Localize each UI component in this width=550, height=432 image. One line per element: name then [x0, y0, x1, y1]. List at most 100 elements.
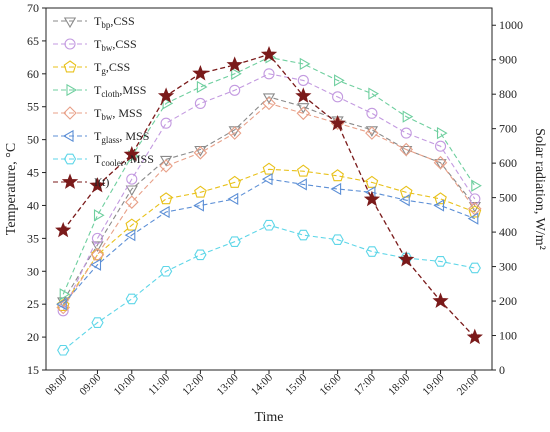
data-point: [365, 246, 379, 257]
data-point: [402, 110, 414, 123]
x-tick-label: 10:00: [112, 371, 139, 398]
data-point: [90, 248, 105, 262]
data-point: [160, 117, 172, 129]
legend-label: Tcooler, MSS: [94, 152, 154, 168]
data-point: [228, 236, 241, 247]
y-right-tick-label: 400: [499, 225, 517, 239]
series-4: [56, 96, 482, 315]
data-point: [296, 106, 311, 121]
legend-marker: [63, 60, 77, 73]
data-point: [194, 249, 207, 261]
y-right-tick-label: 600: [499, 156, 517, 170]
data-point: [331, 234, 344, 245]
data-point: [299, 57, 311, 71]
x-tick-label: 13:00: [215, 371, 242, 398]
data-point: [263, 68, 275, 80]
legend-suffix: ,CSS: [110, 14, 134, 28]
data-point: [260, 45, 278, 62]
data-point: [196, 80, 208, 94]
data-point: [467, 212, 479, 225]
data-point: [468, 201, 482, 216]
legend-item: Tbw, MSS: [53, 106, 142, 122]
legend-subscript: cooler: [101, 158, 124, 168]
x-tick-label: 11:00: [146, 371, 172, 397]
data-point: [193, 199, 204, 212]
legend-label: Tcloth,MSS: [94, 83, 146, 99]
y-right-tick-label: 200: [499, 294, 517, 308]
legend-item: Tcooler, MSS: [53, 152, 154, 168]
data-point: [123, 145, 140, 162]
data-point: [297, 103, 310, 114]
data-point: [334, 74, 345, 87]
data-point: [91, 241, 104, 252]
legend-subscript: cloth: [101, 89, 119, 99]
y-left-tick-label: 55: [27, 100, 39, 114]
data-point: [331, 169, 344, 182]
legend-label: Tbw, MSS: [94, 106, 142, 122]
data-point: [228, 175, 242, 188]
data-point: [262, 219, 276, 231]
series-1: [57, 68, 481, 317]
y-left-tick-label: 35: [27, 231, 39, 245]
y-right-tick-label: 0: [499, 363, 505, 377]
data-point: [159, 159, 173, 173]
data-point: [93, 209, 105, 222]
y-left-tick-label: 15: [27, 363, 39, 377]
data-point: [365, 126, 379, 140]
data-point: [91, 317, 104, 328]
legend-item: Tg,CSS: [53, 60, 130, 76]
legend-item: Tbp,CSS: [53, 14, 135, 30]
data-point: [332, 91, 344, 103]
data-point: [434, 192, 447, 205]
data-point: [57, 305, 69, 317]
data-point: [157, 87, 175, 103]
legend-item: Tglass, MSS: [53, 129, 149, 145]
x-tick-label: 15:00: [283, 371, 310, 398]
data-point: [192, 64, 209, 81]
data-point: [90, 258, 102, 271]
data-point: [89, 177, 106, 193]
data-point: [297, 74, 309, 86]
data-point: [56, 300, 70, 315]
data-point: [262, 96, 276, 111]
y-left-tick-label: 45: [27, 166, 39, 180]
data-point: [433, 199, 445, 212]
data-point: [227, 126, 242, 140]
data-point: [91, 232, 104, 244]
x-tick-label: 18:00: [386, 371, 413, 398]
data-point: [162, 97, 174, 110]
legend-subscript: g: [101, 66, 106, 76]
data-point: [400, 145, 413, 157]
data-point: [330, 182, 342, 196]
legend-label: Tg,CSS: [94, 60, 130, 76]
data-point: [466, 328, 483, 345]
data-point: [469, 193, 481, 205]
y-left-tick-label: 25: [27, 297, 39, 311]
legend-item: I(t): [53, 173, 109, 189]
legend-suffix: ,MSS: [119, 83, 146, 97]
data-point: [125, 293, 138, 305]
legend-suffix: , MSS: [124, 152, 154, 166]
legend-subscript: bw: [101, 112, 113, 122]
data-point: [57, 344, 70, 356]
series-6: [57, 219, 481, 356]
data-point: [365, 175, 379, 188]
data-point: [296, 178, 307, 191]
series-line: [62, 168, 475, 306]
data-point: [231, 67, 242, 80]
data-point: [399, 194, 410, 207]
y-right-tick-label: 800: [499, 87, 517, 101]
data-point: [471, 179, 482, 192]
x-tick-label: 17:00: [352, 371, 379, 398]
series-line: [62, 224, 475, 351]
data-point: [55, 221, 72, 238]
data-point: [400, 127, 412, 139]
data-point: [226, 56, 243, 72]
legend-item: Tbw,CSS: [53, 37, 137, 53]
y-left-axis-title: Temperature, °C: [4, 143, 19, 235]
data-point: [296, 164, 310, 177]
legend-label: Tglass, MSS: [94, 129, 149, 145]
series-5: [56, 172, 479, 311]
